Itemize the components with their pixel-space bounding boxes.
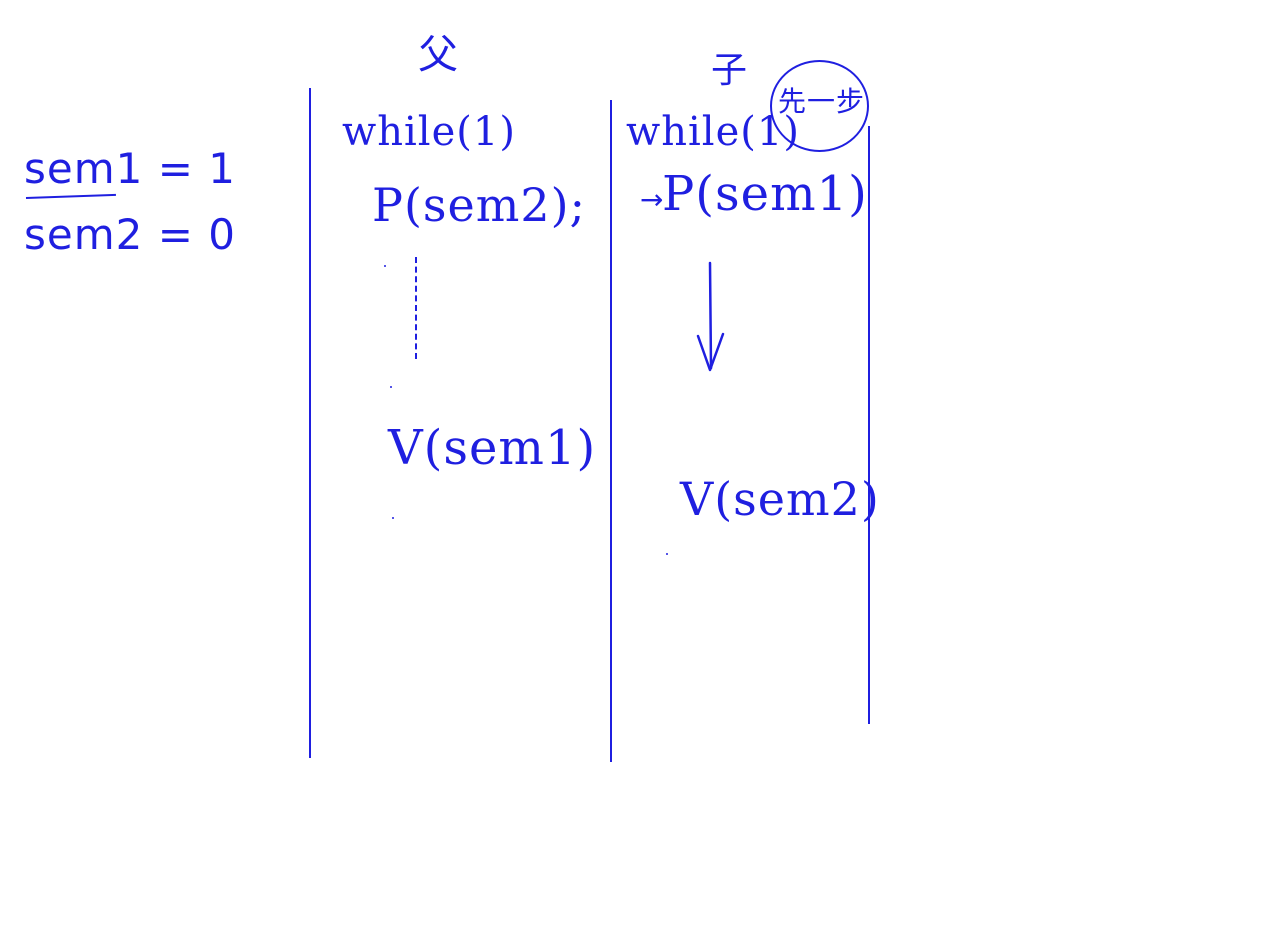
child-down-arrow-icon bbox=[696, 261, 725, 372]
parent-v-sem1-text: V(sem1) bbox=[388, 420, 597, 476]
sem1-underline bbox=[25, 193, 116, 199]
child-p-sem1-text: P(sem1) bbox=[662, 166, 868, 222]
parent-dot-1 bbox=[384, 265, 386, 267]
parent-dot-3 bbox=[392, 517, 394, 519]
left-column-divider bbox=[309, 88, 311, 758]
child-first-step-text: 先一步 bbox=[778, 85, 866, 118]
right-column-divider bbox=[868, 126, 870, 724]
parent-p-sem2-text: P(sem2); bbox=[372, 178, 587, 232]
parent-column-header: 父 bbox=[418, 32, 459, 78]
child-column-header: 子 bbox=[711, 50, 749, 91]
parent-critical-section-dash bbox=[415, 257, 417, 359]
parent-dot-2 bbox=[390, 386, 392, 388]
sem2-init-text: sem2 = 0 bbox=[24, 210, 236, 259]
child-dot-1 bbox=[666, 553, 668, 555]
middle-column-divider bbox=[610, 100, 612, 762]
child-arrow-marker: → bbox=[640, 183, 665, 216]
child-first-step-badge bbox=[770, 60, 869, 152]
parent-while-text: while(1) bbox=[342, 109, 516, 155]
child-while-text: while(1) bbox=[626, 109, 800, 155]
sem1-init-text: sem1 = 1 bbox=[24, 144, 236, 193]
child-v-sem2-text: V(sem2) bbox=[680, 472, 880, 526]
